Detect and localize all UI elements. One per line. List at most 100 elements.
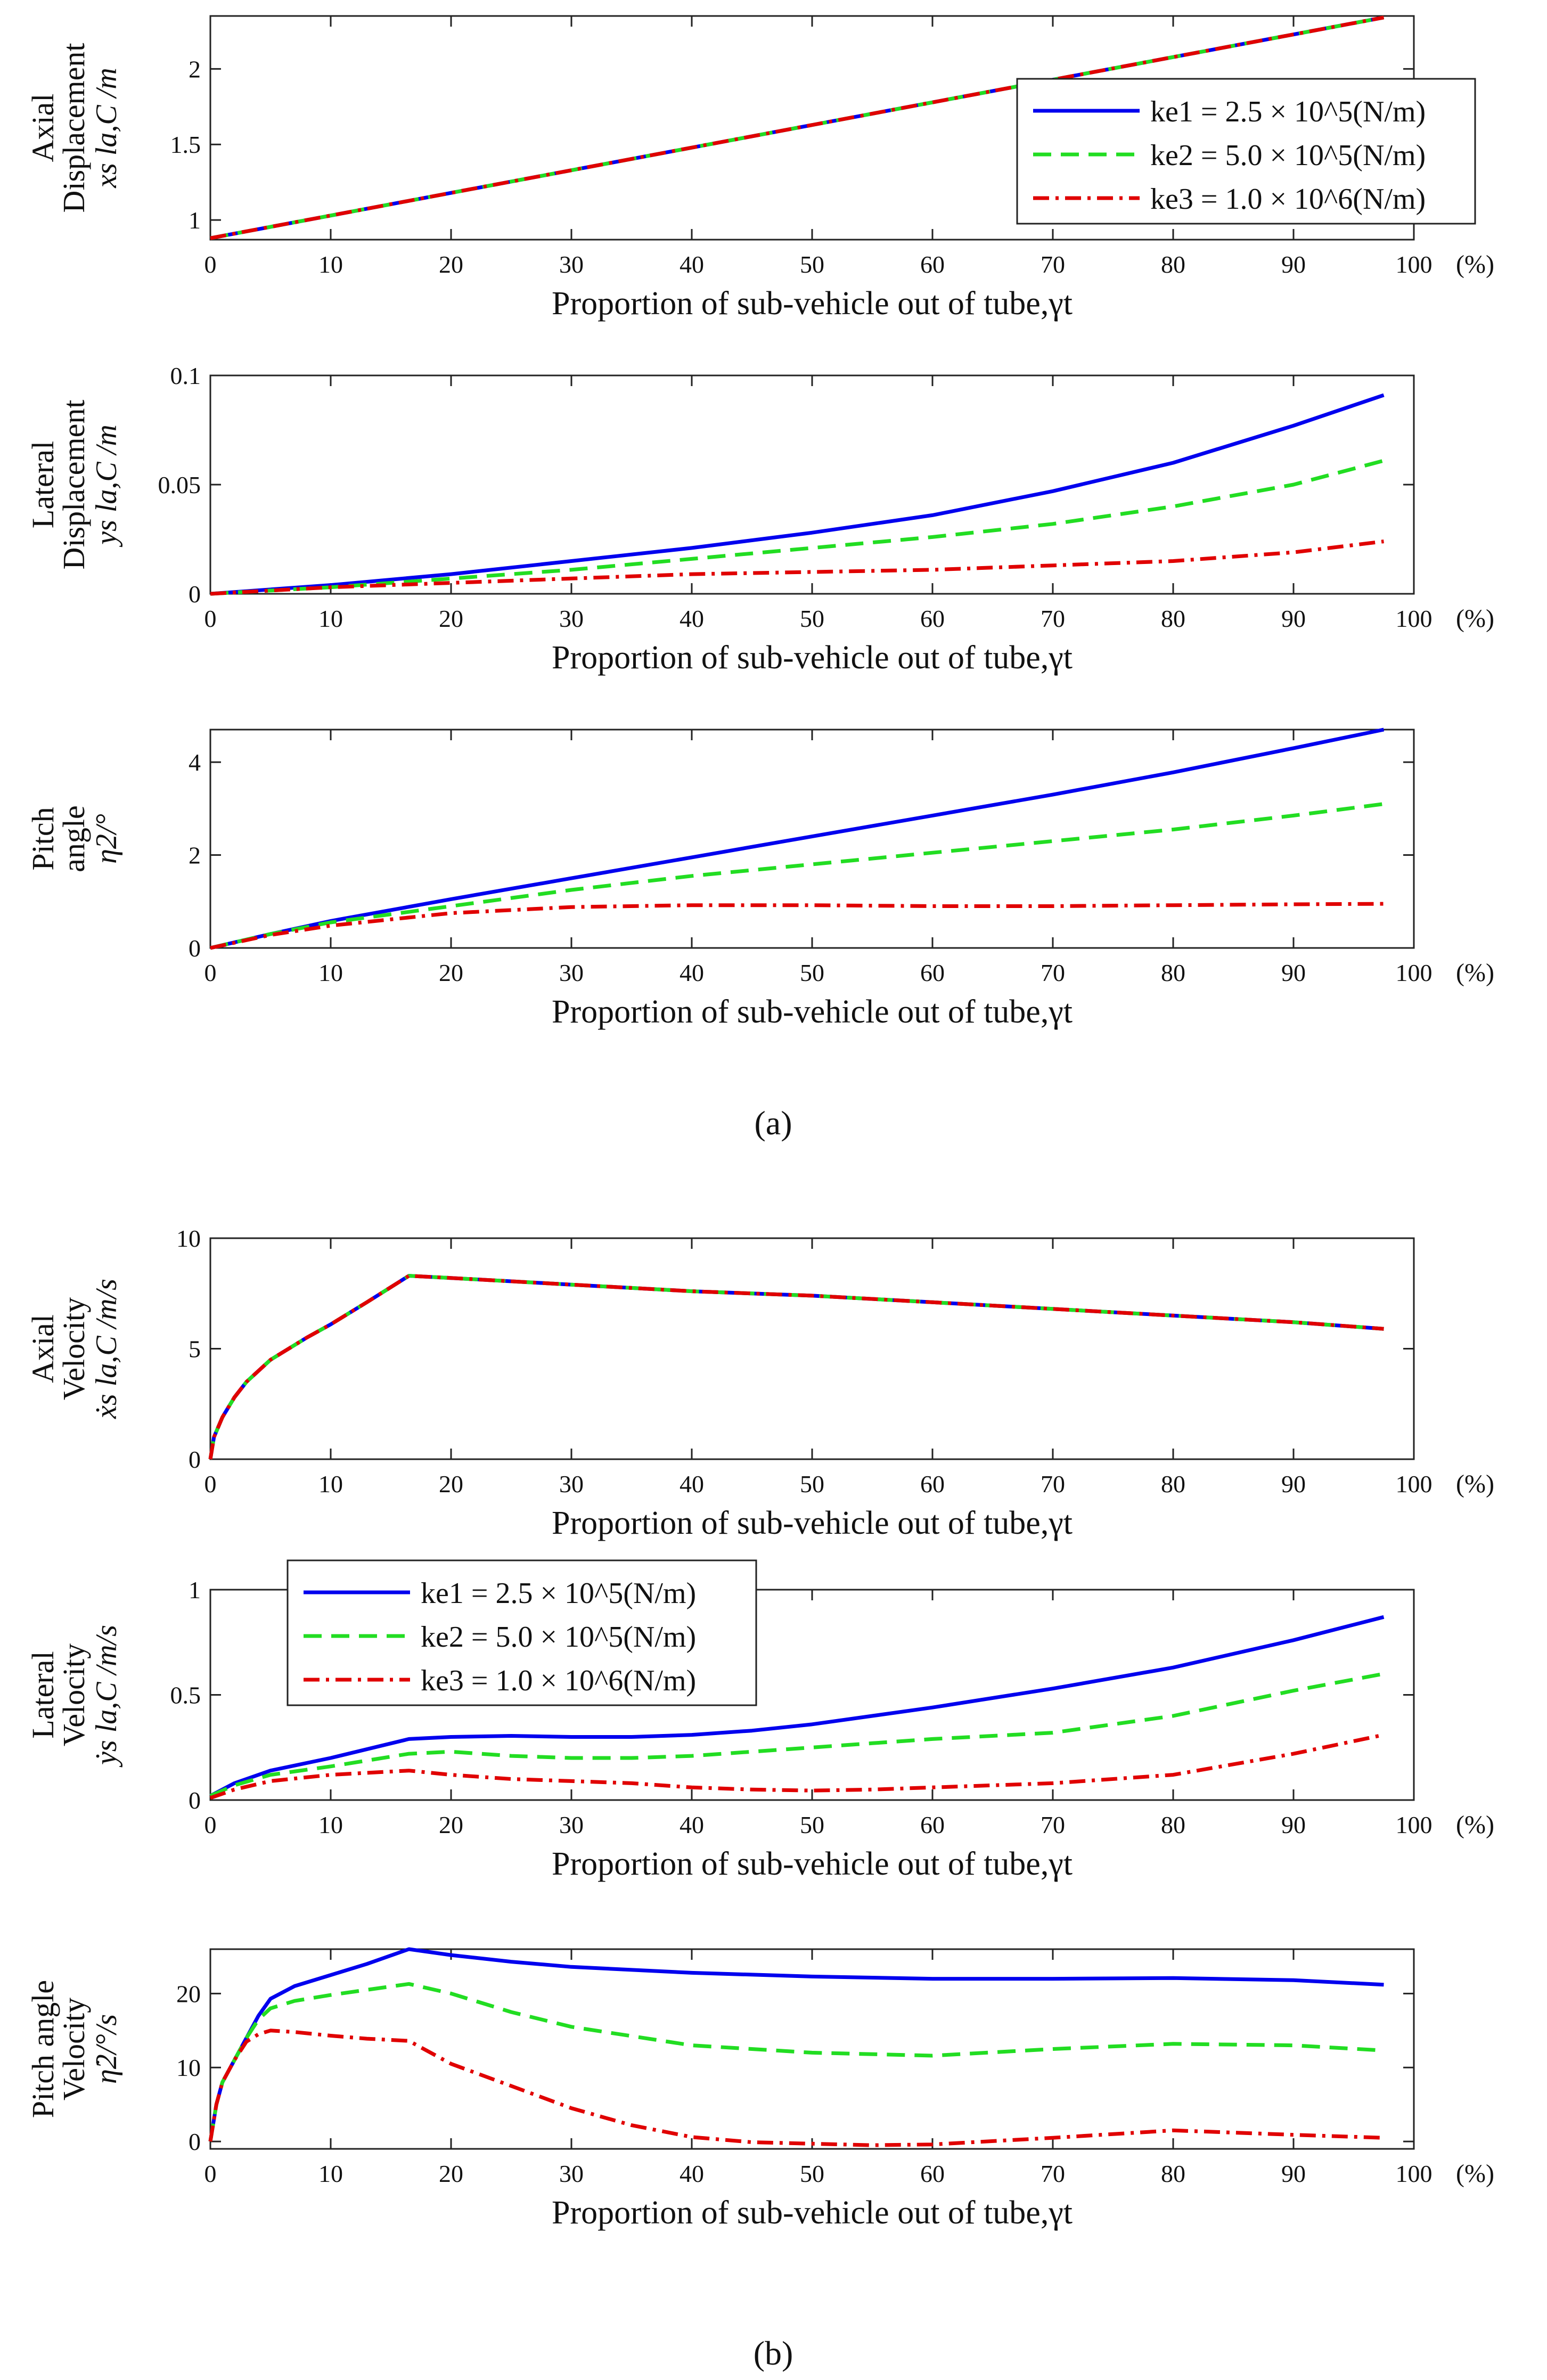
y-tick-label: 0	[189, 580, 201, 608]
y-tick-label: 20	[176, 1980, 201, 2007]
y-axis-label-line: ẏs la,C /m/s	[90, 1625, 123, 1768]
x-axis-label: Proportion of sub-vehicle out of tube,γt	[552, 285, 1073, 322]
legend: ke1 = 2.5 × 10^5(N/m) ke2 = 5.0 × 10^5(N/…	[1016, 78, 1476, 225]
y-tick-label: 4	[189, 749, 201, 776]
legend-entry-2: ke2 = 5.0 × 10^5(N/m)	[421, 1621, 696, 1654]
y-tick-label: 1	[189, 1576, 201, 1604]
chart-axial-displacement: 0 10 20 30 40 50 60 70 80 90 100 (%) 1 1.5 2 Proportion…	[26, 15, 1494, 322]
x-tick-label: 90	[1281, 251, 1306, 278]
series-line-1	[210, 393, 1385, 596]
y-axis-label-line: Axial	[26, 1314, 60, 1383]
x-tick-label: 90	[1281, 2160, 1306, 2187]
legend-entry-2: ke2 = 5.0 × 10^5(N/m)	[1150, 139, 1426, 172]
series-line-2	[209, 1672, 1385, 1798]
series-line-1	[208, 1274, 1384, 1460]
x-tick-label: 70	[1041, 1811, 1065, 1838]
x-tick-label: 40	[680, 2160, 704, 2187]
x-tick-label: 100	[1396, 959, 1433, 986]
x-tick-label: 10	[318, 959, 343, 986]
x-tick-label: 30	[559, 959, 584, 986]
y-tick-label: 2	[189, 55, 201, 83]
y-axis-label-line: Lateral	[26, 441, 60, 528]
x-tick-label: 50	[800, 2160, 824, 2187]
x-tick-label: 90	[1281, 1811, 1306, 1838]
y-tick-label: 0	[189, 2128, 201, 2155]
y-tick-label: 0.05	[158, 471, 201, 498]
x-tick-label: 60	[920, 2160, 945, 2187]
plot-frame	[209, 374, 1415, 595]
x-tick-label: 0	[204, 1811, 217, 1838]
x-tick-label: 80	[1161, 1470, 1185, 1498]
legend-entry-1: ke1 = 2.5 × 10^5(N/m)	[1150, 95, 1426, 128]
series-line-3	[208, 2029, 1384, 2147]
x-tick-label: 80	[1161, 605, 1185, 632]
x-tick-label: 50	[800, 605, 824, 632]
x-tick-label: 60	[920, 1811, 945, 1838]
x-tick-label: 0	[204, 605, 217, 632]
x-tick-label: 50	[800, 959, 824, 986]
x-tick-label: 10	[318, 605, 343, 632]
x-tick-label: 90	[1281, 1470, 1306, 1498]
x-tick-label: 90	[1281, 959, 1306, 986]
chart-pitch-angle-velocity: 0 10 20 30 40 50 60 70 80 90 100 (%) 0 10 20 Proportion…	[26, 1947, 1494, 2231]
x-tick-label: 80	[1161, 1811, 1185, 1838]
x-tick-label: 50	[800, 1470, 824, 1498]
x-tick-label: 60	[920, 959, 945, 986]
series-line-2	[208, 1982, 1384, 2142]
x-axis-label: Proportion of sub-vehicle out of tube,γt	[552, 994, 1073, 1030]
x-tick-label: 20	[439, 1470, 463, 1498]
x-tick-label: 30	[559, 1470, 584, 1498]
x-tick-label: 40	[680, 251, 704, 278]
y-axis-label-line: η2/°	[90, 814, 123, 864]
y-axis-label-line: Displacement	[56, 43, 91, 213]
x-tick-label: 70	[1041, 2160, 1065, 2187]
x-unit-label: (%)	[1456, 959, 1494, 987]
legend-entry-3: ke3 = 1.0 × 10^6(N/m)	[421, 1664, 696, 1697]
series-line-2	[208, 1274, 1384, 1460]
y-axis-label-line: ẋs la,C /m/s	[90, 1279, 123, 1419]
x-tick-label: 80	[1161, 2160, 1185, 2187]
legend-entry-1: ke1 = 2.5 × 10^5(N/m)	[421, 1577, 696, 1610]
y-axis-label-line: Lateral	[26, 1651, 60, 1738]
x-tick-label: 10	[318, 251, 343, 278]
x-tick-label: 10	[318, 1811, 343, 1838]
x-unit-label: (%)	[1456, 250, 1494, 279]
x-tick-label: 30	[559, 605, 584, 632]
series-line-3	[208, 1274, 1384, 1460]
series-line-3	[210, 15, 1385, 240]
x-tick-label: 70	[1041, 959, 1065, 986]
y-axis-label-line: Velocity	[56, 1297, 91, 1400]
x-tick-label: 30	[559, 251, 584, 278]
legend-box	[1016, 78, 1476, 225]
x-tick-label: 60	[920, 251, 945, 278]
x-tick-label: 40	[680, 1811, 704, 1838]
chart-axial-velocity: 0 10 20 30 40 50 60 70 80 90 100 (%) 0 5 10 Proportion …	[26, 1225, 1494, 1541]
x-tick-label: 20	[439, 605, 463, 632]
x-tick-label: 100	[1396, 605, 1433, 632]
y-tick-label: 0.5	[170, 1682, 201, 1709]
y-tick-label: 10	[176, 1225, 201, 1252]
x-tick-label: 30	[559, 2160, 584, 2187]
x-axis-label: Proportion of sub-vehicle out of tube,γt	[552, 1846, 1073, 1882]
x-tick-label: 20	[439, 1811, 463, 1838]
x-tick-label: 70	[1041, 251, 1065, 278]
y-axis-label-line: Pitch angle	[26, 1980, 60, 2118]
y-tick-label: 0.1	[170, 362, 201, 389]
x-axis-label: Proportion of sub-vehicle out of tube,γt	[552, 640, 1073, 676]
y-tick-label: 1.5	[170, 131, 201, 158]
x-tick-label: 20	[439, 251, 463, 278]
x-tick-label: 40	[680, 605, 704, 632]
x-tick-label: 0	[204, 251, 217, 278]
x-tick-label: 0	[204, 959, 217, 986]
y-axis-label-line: Pitch	[26, 807, 60, 870]
series-line-3	[210, 902, 1384, 950]
x-tick-label: 80	[1161, 959, 1185, 986]
x-tick-label: 0	[204, 1470, 217, 1498]
x-tick-label: 10	[318, 1470, 343, 1498]
x-tick-label: 50	[800, 1811, 824, 1838]
x-unit-label: (%)	[1456, 2160, 1494, 2188]
x-axis-label: Proportion of sub-vehicle out of tube,γt	[552, 1505, 1073, 1541]
x-tick-label: 10	[318, 2160, 343, 2187]
legend-box	[287, 1559, 757, 1706]
